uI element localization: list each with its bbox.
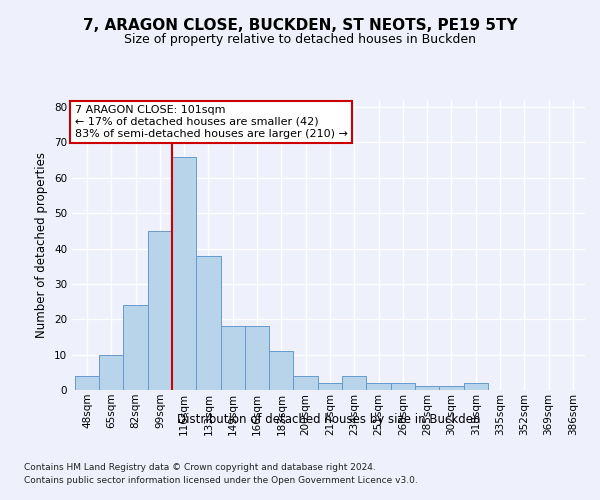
Bar xyxy=(75,376,99,390)
Bar xyxy=(391,383,415,390)
Bar xyxy=(318,383,342,390)
Bar xyxy=(99,354,124,390)
Bar xyxy=(245,326,269,390)
Text: 7 ARAGON CLOSE: 101sqm
← 17% of detached houses are smaller (42)
83% of semi-det: 7 ARAGON CLOSE: 101sqm ← 17% of detached… xyxy=(75,106,348,138)
Bar xyxy=(342,376,367,390)
Bar xyxy=(221,326,245,390)
Text: 7, ARAGON CLOSE, BUCKDEN, ST NEOTS, PE19 5TY: 7, ARAGON CLOSE, BUCKDEN, ST NEOTS, PE19… xyxy=(83,18,517,32)
Bar xyxy=(464,383,488,390)
Text: Contains HM Land Registry data © Crown copyright and database right 2024.: Contains HM Land Registry data © Crown c… xyxy=(24,462,376,471)
Bar xyxy=(415,386,439,390)
Bar xyxy=(196,256,221,390)
Text: Size of property relative to detached houses in Buckden: Size of property relative to detached ho… xyxy=(124,32,476,46)
Text: Distribution of detached houses by size in Buckden: Distribution of detached houses by size … xyxy=(177,412,481,426)
Bar xyxy=(293,376,318,390)
Bar xyxy=(124,305,148,390)
Bar xyxy=(148,231,172,390)
Bar xyxy=(439,386,464,390)
Y-axis label: Number of detached properties: Number of detached properties xyxy=(35,152,49,338)
Bar xyxy=(269,351,293,390)
Bar xyxy=(172,156,196,390)
Text: Contains public sector information licensed under the Open Government Licence v3: Contains public sector information licen… xyxy=(24,476,418,485)
Bar xyxy=(367,383,391,390)
